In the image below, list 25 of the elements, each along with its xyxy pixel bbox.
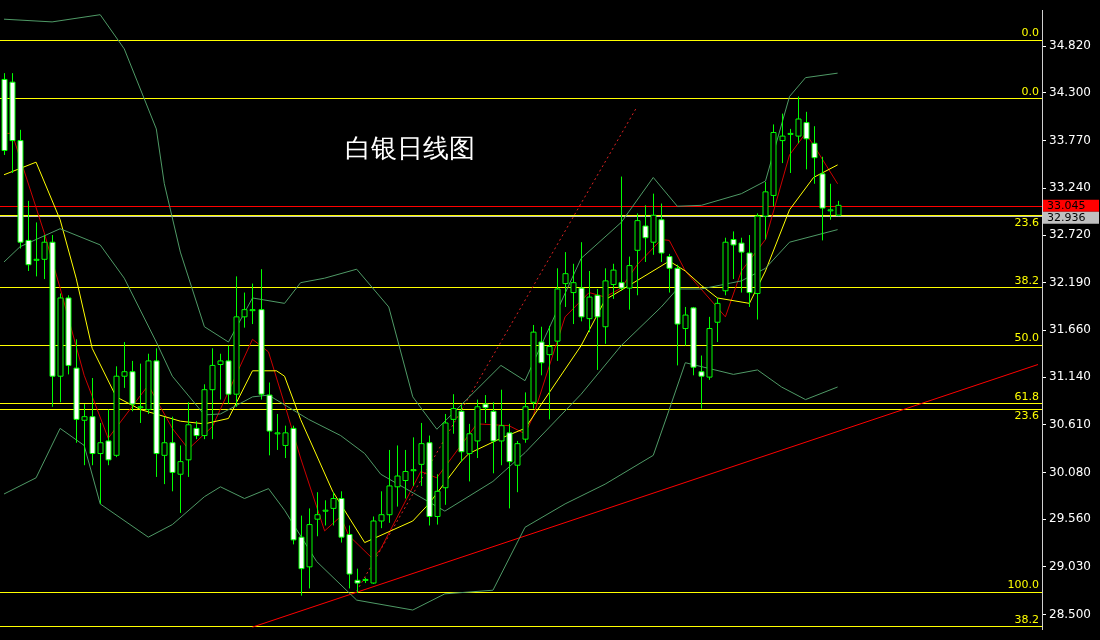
y-tick-label: 33.770 [1049, 132, 1091, 147]
y-tick-label: 31.660 [1049, 322, 1091, 337]
y-tick-label: 31.140 [1049, 369, 1091, 384]
y-tick-label: 33.240 [1049, 180, 1091, 195]
y-tick-label: 32.190 [1049, 274, 1091, 289]
annotation: 0.0 [1021, 26, 1039, 40]
annotation: 100.0 [1007, 578, 1039, 592]
annotation: 38.2 [1014, 273, 1039, 287]
annotation: 50.0 [1014, 331, 1039, 345]
ref-line-label: 33.045 [1047, 199, 1086, 213]
ref-line-label: 32.936 [1047, 211, 1086, 225]
text: 白银日线图 [345, 132, 475, 165]
y-tick-label: 29.560 [1049, 511, 1091, 526]
annotation: 61.8 [1014, 389, 1039, 403]
y-tick-label: 34.820 [1049, 38, 1091, 53]
y-tick-label: 30.610 [1049, 416, 1091, 431]
annotation: 38.2 [1014, 612, 1039, 626]
y-tick-label: 32.720 [1049, 227, 1091, 242]
y-tick-label: 34.300 [1049, 85, 1091, 100]
annotation: 23.6 [1014, 408, 1039, 422]
y-tick-label: 30.080 [1049, 464, 1091, 479]
annotation: 23.6 [1014, 215, 1039, 229]
y-tick-label: 28.500 [1049, 606, 1091, 621]
annotation: 0.0 [1021, 84, 1039, 98]
y-tick-label: 29.030 [1049, 558, 1091, 573]
